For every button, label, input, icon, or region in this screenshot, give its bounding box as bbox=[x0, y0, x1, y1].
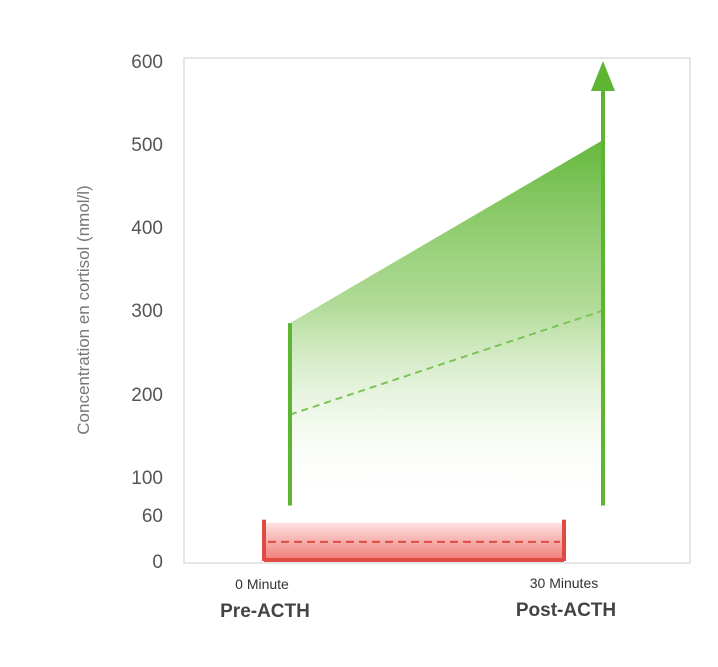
y-tick-label: 500 bbox=[131, 135, 163, 156]
y-axis-ticks: 0 60 100 200 300 400 500 600 bbox=[131, 52, 163, 573]
y-tick-label: 0 bbox=[152, 552, 163, 573]
y-tick-label: 60 bbox=[142, 506, 163, 527]
y-tick-label: 200 bbox=[131, 385, 163, 406]
y-tick-label: 300 bbox=[131, 301, 163, 322]
arrow-up-icon bbox=[591, 61, 615, 91]
plot-frame bbox=[183, 57, 691, 564]
normal-response-median-line bbox=[289, 309, 604, 416]
y-tick-label: 600 bbox=[131, 52, 163, 73]
x-label-post: Post-ACTH bbox=[516, 600, 616, 621]
normal-response-area bbox=[290, 140, 603, 506]
x-sublabel-post: 30 Minutes bbox=[530, 575, 598, 591]
x-sublabel-pre: 0 Minute bbox=[235, 576, 289, 592]
y-tick-label: 400 bbox=[131, 218, 163, 239]
x-label-pre: Pre-ACTH bbox=[220, 601, 310, 622]
y-tick-label: 100 bbox=[131, 468, 163, 489]
y-axis-label: Concentration en cortisol (nmol/l) bbox=[74, 185, 93, 434]
